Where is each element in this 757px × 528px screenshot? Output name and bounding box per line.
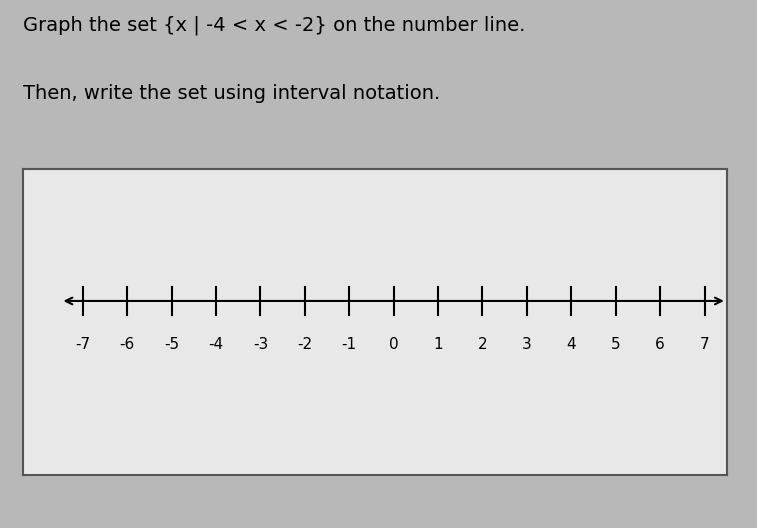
Text: -3: -3 xyxy=(253,337,268,352)
Text: -6: -6 xyxy=(120,337,135,352)
Text: 7: 7 xyxy=(699,337,709,352)
Text: -1: -1 xyxy=(341,337,357,352)
Text: Graph the set {x | -4 < x < -2} on the number line.: Graph the set {x | -4 < x < -2} on the n… xyxy=(23,16,525,35)
Text: -7: -7 xyxy=(75,337,90,352)
Text: 5: 5 xyxy=(611,337,621,352)
Text: -5: -5 xyxy=(164,337,179,352)
Text: -2: -2 xyxy=(298,337,313,352)
Text: 6: 6 xyxy=(656,337,665,352)
Text: 4: 4 xyxy=(566,337,576,352)
Text: Then, write the set using interval notation.: Then, write the set using interval notat… xyxy=(23,84,440,103)
Text: 0: 0 xyxy=(389,337,398,352)
Text: 3: 3 xyxy=(522,337,531,352)
Text: 2: 2 xyxy=(478,337,488,352)
Text: -4: -4 xyxy=(208,337,223,352)
Text: 1: 1 xyxy=(433,337,443,352)
